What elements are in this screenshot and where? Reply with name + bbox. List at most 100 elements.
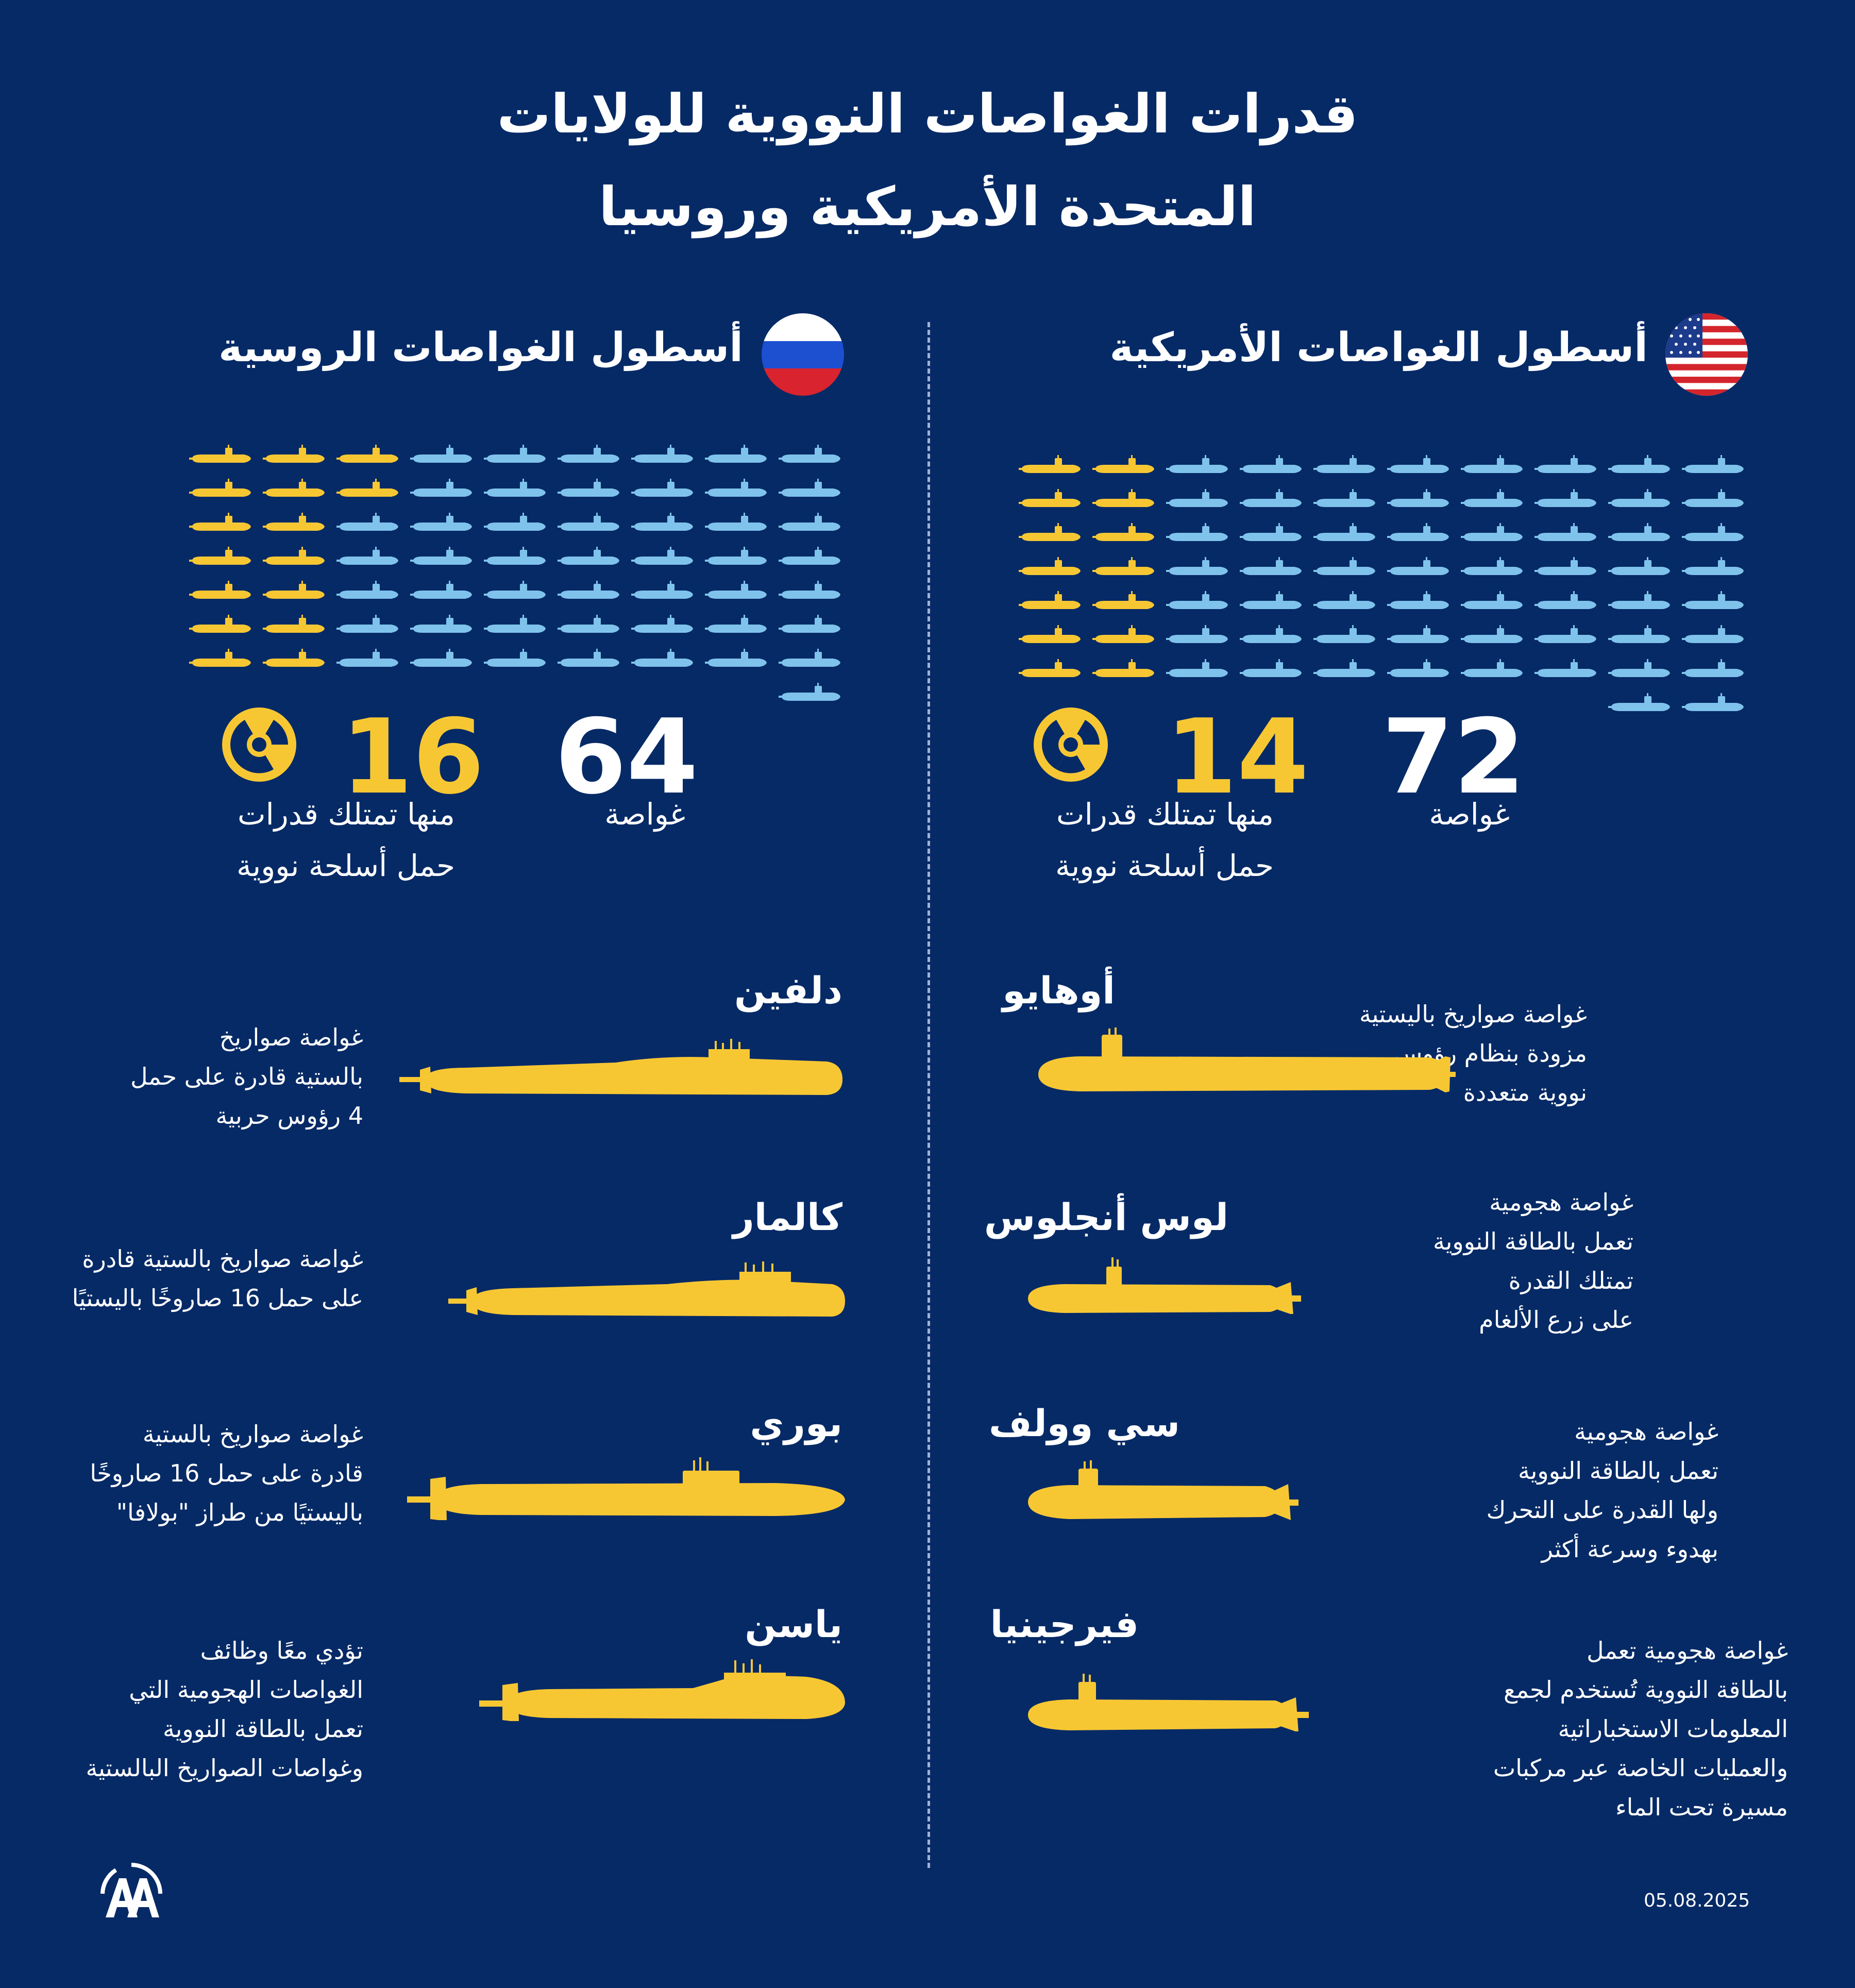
nuclear-submarine-icon	[1018, 555, 1085, 578]
submarine-icon	[778, 647, 845, 670]
russia-submarine-grid	[188, 443, 848, 701]
russia-flag-icon	[762, 313, 844, 396]
submarine-icon	[1607, 487, 1674, 510]
nuclear-submarine-icon	[1018, 589, 1085, 612]
nuclear-submarine-icon	[262, 647, 329, 670]
submarine-icon	[1607, 624, 1674, 646]
nuclear-submarine-icon	[1018, 624, 1085, 646]
usa-nuclear-label-2: حمل أسلحة نووية	[1055, 848, 1274, 883]
los-angeles-submarine-icon	[1028, 1257, 1301, 1314]
submarine-icon	[1386, 658, 1453, 680]
submarine-icon	[335, 511, 402, 534]
russia-fleet-title: أسطول الغواصات الروسية	[218, 325, 743, 371]
submarine-icon	[704, 545, 771, 568]
page-title-line1: قدرات الغواصات النووية للولايات	[497, 82, 1358, 145]
usa-fleet-title: أسطول الغواصات الأمريكية	[1109, 325, 1648, 371]
russia-class-description: غواصة صواريخ بالستية قادرة على حمل 16 صا…	[90, 1420, 363, 1526]
submarine-icon	[778, 579, 845, 602]
submarine-icon	[335, 613, 402, 636]
submarine-icon	[1165, 589, 1232, 612]
submarine-icon	[1239, 487, 1306, 510]
submarine-icon	[335, 647, 402, 670]
radiation-icon	[221, 706, 298, 783]
russia-class-description: غواصة صواريخ بالستية قادرة على حمل 16 صا…	[72, 1245, 363, 1312]
usa-class-name: سي وولف	[988, 1402, 1180, 1445]
submarine-icon	[556, 545, 623, 568]
nuclear-submarine-icon	[188, 545, 255, 568]
submarine-icon	[1681, 521, 1748, 544]
submarine-icon	[704, 613, 771, 636]
russia-nuclear-number: 16	[341, 697, 484, 817]
submarine-icon	[409, 613, 476, 636]
submarine-icon	[1386, 555, 1453, 578]
submarine-icon	[1312, 589, 1379, 612]
usa-class-name: أوهايو	[1002, 969, 1115, 1012]
submarine-icon	[630, 511, 697, 534]
submarine-icon	[483, 613, 550, 636]
yasen-submarine-icon	[479, 1659, 845, 1721]
submarine-icon	[483, 443, 550, 466]
submarine-icon	[1165, 487, 1232, 510]
virginia-submarine-icon	[1028, 1674, 1309, 1731]
submarine-icon	[1533, 521, 1600, 544]
submarine-icon	[409, 443, 476, 466]
submarine-icon	[778, 511, 845, 534]
submarine-icon	[1533, 658, 1600, 680]
submarine-icon	[1460, 589, 1527, 612]
nuclear-submarine-icon	[1091, 624, 1158, 646]
submarine-icon	[1312, 521, 1379, 544]
submarine-icon	[1607, 692, 1674, 714]
publish-date: 05.08.2025	[1644, 1890, 1750, 1911]
submarine-icon	[1239, 453, 1306, 476]
nuclear-submarine-icon	[1091, 453, 1158, 476]
submarine-icon	[1386, 487, 1453, 510]
submarine-icon	[1533, 589, 1600, 612]
submarine-icon	[1386, 521, 1453, 544]
nuclear-submarine-icon	[1091, 487, 1158, 510]
submarine-icon	[778, 443, 845, 466]
submarine-icon	[335, 579, 402, 602]
submarine-icon	[1239, 658, 1306, 680]
submarine-icon	[1607, 555, 1674, 578]
submarine-icon	[778, 545, 845, 568]
submarine-icon	[1533, 453, 1600, 476]
nuclear-submarine-icon	[262, 579, 329, 602]
submarine-icon	[1239, 555, 1306, 578]
submarine-icon	[1312, 453, 1379, 476]
russia-total-label: غواصة	[604, 797, 685, 832]
russia-class-name: ياسن	[745, 1603, 842, 1646]
nuclear-submarine-icon	[188, 511, 255, 534]
submarine-icon	[483, 545, 550, 568]
submarine-icon	[1165, 521, 1232, 544]
submarine-icon	[556, 511, 623, 534]
submarine-icon	[1681, 624, 1748, 646]
submarine-icon	[704, 579, 771, 602]
submarine-icon	[1312, 487, 1379, 510]
usa-class-description: غواصة هجومية تعمل بالطاقة النووية تُستخد…	[1493, 1637, 1788, 1821]
nuclear-submarine-icon	[335, 477, 402, 500]
submarine-icon	[409, 477, 476, 500]
submarine-icon	[1607, 658, 1674, 680]
submarine-icon	[483, 579, 550, 602]
usa-total-number: 72	[1381, 697, 1525, 817]
submarine-icon	[1165, 453, 1232, 476]
usa-nuclear-number: 14	[1165, 697, 1309, 817]
nuclear-submarine-icon	[1018, 487, 1085, 510]
submarine-icon	[630, 647, 697, 670]
submarine-icon	[704, 647, 771, 670]
usa-submarine-grid	[1018, 453, 1755, 711]
submarine-icon	[1239, 521, 1306, 544]
aa-logo-icon	[100, 1863, 162, 1917]
submarine-icon	[630, 613, 697, 636]
submarine-icon	[630, 477, 697, 500]
borei-submarine-icon	[407, 1457, 845, 1520]
submarine-icon	[556, 443, 623, 466]
usa-class-description: غواصة هجومية تعمل بالطاقة النووية ولها ا…	[1486, 1418, 1718, 1563]
submarine-icon	[1165, 624, 1232, 646]
nuclear-submarine-icon	[1091, 658, 1158, 680]
submarine-icon	[1681, 658, 1748, 680]
submarine-icon	[335, 545, 402, 568]
nuclear-submarine-icon	[262, 545, 329, 568]
submarine-icon	[1312, 624, 1379, 646]
